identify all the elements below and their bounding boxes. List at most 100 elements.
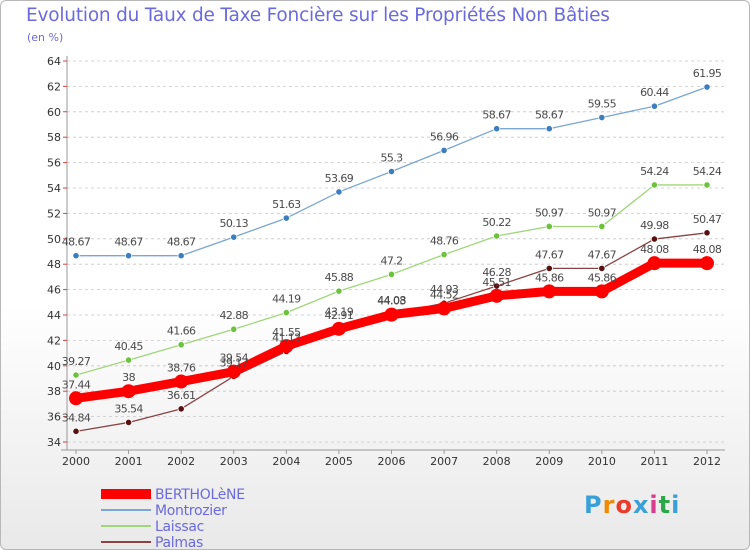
data-label: 54.24 [640, 165, 669, 178]
data-point [282, 308, 290, 317]
data-point [230, 233, 238, 241]
data-point [703, 83, 711, 91]
data-label: 60.44 [640, 86, 669, 99]
y-tick-label: 58 [47, 131, 61, 144]
data-point [331, 321, 346, 336]
data-label: 39.17 [220, 356, 249, 369]
data-label: 48.76 [430, 235, 459, 248]
data-label: 50.97 [588, 206, 617, 219]
data-label: 48.67 [62, 236, 91, 249]
data-point [124, 252, 133, 260]
x-tick-label: 2001 [115, 455, 143, 468]
data-label: 48.67 [114, 236, 143, 249]
x-tick-label: 2004 [272, 455, 300, 468]
data-point [489, 288, 504, 303]
x-tick-label: 2007 [430, 455, 458, 468]
y-tick-label: 60 [47, 106, 61, 119]
y-tick-label: 36 [47, 411, 61, 424]
legend-label: Palmas [155, 535, 203, 550]
data-label: 44.19 [272, 293, 301, 306]
data-point [647, 256, 662, 271]
data-point [700, 256, 714, 271]
x-tick-label: 2008 [483, 455, 511, 468]
data-label: 61.95 [693, 67, 722, 80]
axes [61, 56, 725, 451]
data-label: 39.54 [220, 352, 249, 365]
data-point [598, 264, 606, 272]
data-point [177, 252, 185, 260]
data-label: 44.93 [430, 283, 459, 296]
chart-title: Evolution du Taux de Taxe Foncière sur l… [26, 5, 610, 26]
data-label: 48.67 [167, 236, 196, 249]
y-tick-label: 62 [47, 80, 61, 93]
y-tick-label: 44 [47, 309, 61, 322]
y-tick-label: 64 [47, 55, 61, 68]
data-point [335, 287, 343, 295]
data-point [545, 125, 553, 133]
y-tick-label: 34 [47, 436, 61, 449]
data-label: 50.13 [220, 217, 249, 230]
legend-swatch [101, 541, 151, 543]
data-label: 59.55 [588, 98, 617, 111]
data-point [440, 250, 448, 259]
data-point [226, 364, 241, 379]
data-label: 58.67 [482, 109, 511, 122]
data-point [650, 235, 659, 243]
x-tick-label: 2010 [588, 455, 616, 468]
data-point [440, 146, 448, 155]
data-label: 45.86 [535, 271, 564, 284]
y-tick-label: 48 [47, 258, 61, 271]
legend-swatch [101, 489, 151, 499]
legend-swatch [101, 509, 151, 511]
data-point [387, 270, 396, 278]
data-label: 39.27 [62, 355, 91, 368]
data-label: 48.08 [693, 243, 722, 256]
data-point [650, 181, 659, 189]
data-labels: 48.67 48.67 48.67 50.13 51.63 53.69 55.3 56.96 5… [62, 67, 723, 424]
x-tick-label: 2011 [640, 455, 668, 468]
data-point [598, 113, 606, 122]
x-axis-ticks: 2000 2001 2002 2003 2004 2005 2006 2007 2008 2009… [62, 450, 721, 468]
x-tick-label: 2002 [167, 455, 195, 468]
data-point [72, 427, 80, 435]
series-points [69, 83, 714, 435]
data-label: 36.61 [167, 389, 196, 402]
x-tick-label: 2012 [693, 455, 721, 468]
data-point [279, 339, 294, 354]
data-label: 53.69 [325, 172, 354, 185]
data-label: 41.13 [272, 331, 301, 344]
y-tick-label: 54 [47, 182, 61, 195]
legend-label: BERTHOLèNE [155, 487, 245, 503]
data-point [545, 222, 553, 231]
y-tick-label: 42 [47, 334, 61, 347]
data-point [124, 356, 133, 364]
y-tick-label: 46 [47, 284, 61, 297]
data-point [384, 307, 399, 322]
y-axis-ticks: 34 36 38 40 42 44 46 48 50 52 54 56 58 60 62 64 [47, 55, 67, 449]
data-point [69, 391, 83, 406]
data-label: 54.24 [693, 165, 722, 178]
proxiti-logo: Proxiti [584, 491, 681, 519]
data-point [598, 222, 606, 231]
data-label: 38.76 [167, 362, 196, 375]
data-label: 44.03 [377, 295, 406, 308]
y-tick-label: 40 [47, 360, 61, 373]
data-label: 47.2 [380, 254, 402, 267]
data-label: 45.86 [588, 271, 617, 284]
data-point [177, 341, 185, 349]
data-label: 38 [122, 371, 135, 384]
data-label: 51.63 [272, 198, 301, 211]
data-label: 50.97 [535, 206, 564, 219]
y-tick-label: 56 [47, 157, 61, 170]
data-label: 58.67 [535, 109, 564, 122]
data-label: 35.54 [114, 402, 143, 415]
data-label: 43.19 [325, 305, 354, 318]
data-point [493, 232, 501, 240]
data-point [282, 214, 290, 222]
data-point [545, 264, 553, 272]
data-label: 41.66 [167, 325, 196, 338]
data-label: 44.08 [377, 294, 406, 307]
